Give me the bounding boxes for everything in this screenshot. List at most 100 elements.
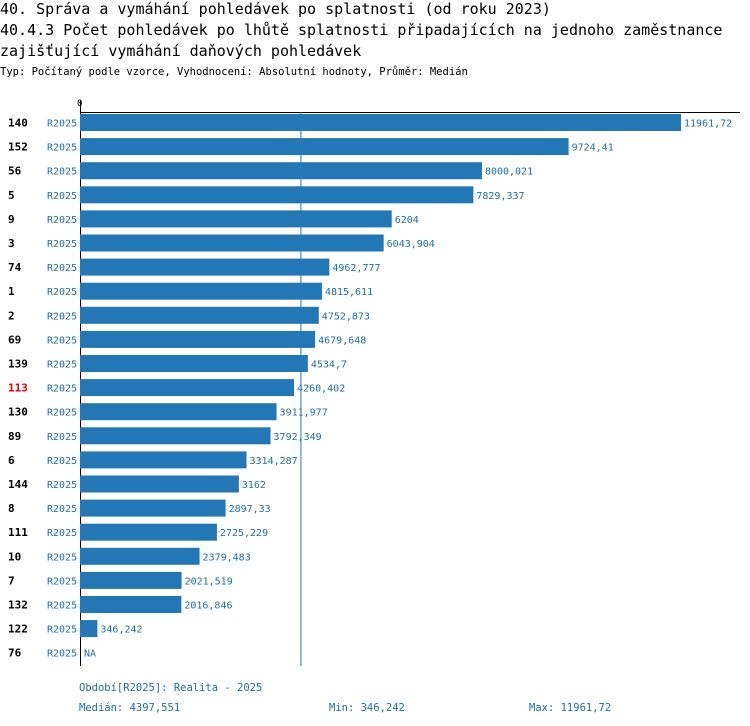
value-label: 3314,287 bbox=[250, 456, 298, 467]
series-label: R2025 bbox=[47, 167, 77, 178]
bar bbox=[80, 114, 681, 131]
value-label: 2021,519 bbox=[185, 576, 233, 587]
row-label: 139 bbox=[8, 358, 28, 371]
series-label: R2025 bbox=[47, 311, 77, 322]
value-label: 2379,483 bbox=[203, 552, 251, 563]
series-label: R2025 bbox=[47, 528, 77, 539]
row-label: 122 bbox=[8, 623, 28, 636]
footer-median: Medián: 4397,551 bbox=[79, 702, 181, 714]
value-label: 3792,349 bbox=[274, 432, 322, 443]
bar bbox=[80, 330, 316, 348]
series-label: R2025 bbox=[47, 649, 77, 660]
bar bbox=[80, 620, 98, 638]
series-label: R2025 bbox=[47, 384, 77, 395]
value-label: 9724,41 bbox=[572, 143, 614, 154]
bar bbox=[80, 258, 330, 276]
row-label: 56 bbox=[8, 165, 22, 178]
bar bbox=[80, 499, 226, 517]
value-label: 4752,873 bbox=[322, 311, 370, 322]
series-label: R2025 bbox=[47, 287, 77, 298]
bar bbox=[80, 596, 182, 613]
value-label: 11961,72 bbox=[684, 119, 732, 130]
row-label: 130 bbox=[8, 406, 28, 419]
value-label: 6204 bbox=[395, 215, 419, 226]
row-label: 6 bbox=[8, 454, 15, 467]
value-label: 2897,33 bbox=[229, 504, 271, 515]
row-label: 76 bbox=[8, 647, 22, 660]
row-label: 7 bbox=[8, 574, 15, 587]
series-label: R2025 bbox=[47, 263, 77, 274]
value-label: 4260,402 bbox=[297, 384, 345, 395]
bar bbox=[80, 210, 392, 228]
value-label: 4679,648 bbox=[318, 335, 366, 346]
bar bbox=[80, 571, 182, 589]
value-label: 4962,777 bbox=[332, 263, 380, 274]
value-label: 7829,337 bbox=[476, 191, 524, 202]
row-label: 89 bbox=[8, 430, 21, 443]
row-label: 113 bbox=[8, 382, 28, 395]
value-label: 3911,977 bbox=[280, 408, 328, 419]
axis-zero-label: 0 bbox=[77, 99, 82, 109]
row-label: 8 bbox=[8, 502, 15, 515]
series-label: R2025 bbox=[47, 408, 77, 419]
series-label: R2025 bbox=[47, 625, 77, 636]
bar bbox=[80, 138, 569, 156]
series-label: R2025 bbox=[47, 191, 77, 202]
value-label: 3162 bbox=[242, 480, 266, 491]
footer-max: Max: 11961,72 bbox=[529, 702, 612, 714]
row-label: 152 bbox=[8, 141, 28, 154]
row-label: 74 bbox=[8, 261, 22, 274]
bar bbox=[80, 379, 295, 397]
series-label: R2025 bbox=[47, 480, 77, 491]
series-label: R2025 bbox=[47, 432, 77, 443]
series-label: R2025 bbox=[47, 360, 77, 371]
row-label: 2 bbox=[8, 309, 15, 322]
value-label: 2725,229 bbox=[220, 528, 268, 539]
chart-title-line-1: 40. Správa a vymáhání pohledávek po spla… bbox=[0, 0, 551, 18]
series-label: R2025 bbox=[47, 239, 77, 250]
row-label: 111 bbox=[8, 526, 28, 539]
row-label: 5 bbox=[8, 189, 15, 202]
bar bbox=[80, 306, 319, 324]
bar bbox=[80, 547, 200, 565]
bar bbox=[80, 162, 482, 180]
bar bbox=[80, 427, 271, 445]
footer-period: Období[R2025]: Realita - 2025 bbox=[79, 682, 263, 694]
bar bbox=[80, 282, 322, 300]
value-label: 8000,021 bbox=[485, 167, 533, 178]
value-label: 2016,846 bbox=[184, 601, 232, 612]
row-label: 9 bbox=[8, 213, 15, 226]
row-label: 132 bbox=[8, 599, 28, 612]
value-label: 6043,904 bbox=[387, 239, 435, 250]
chart-title-line-2: 40.4.3 Počet pohledávek po lhůtě splatno… bbox=[0, 21, 723, 39]
row-label: 69 bbox=[8, 333, 21, 346]
bar bbox=[80, 186, 474, 204]
series-label: R2025 bbox=[47, 215, 77, 226]
series-label: R2025 bbox=[47, 119, 77, 130]
chart-subtitle: Typ: Počítaný podle vzorce, Vyhodnocení:… bbox=[0, 66, 468, 78]
chart-title-line-3: zajišťující vymáhání daňových pohledávek bbox=[0, 42, 362, 60]
value-label: 4534,7 bbox=[311, 360, 347, 371]
row-label: 140 bbox=[8, 117, 28, 130]
row-label: 1 bbox=[8, 285, 15, 298]
value-label: 346,242 bbox=[100, 625, 142, 636]
value-label: 4815,611 bbox=[325, 287, 373, 298]
footer-min: Min: 346,242 bbox=[329, 702, 405, 714]
series-label: R2025 bbox=[47, 456, 77, 467]
bar bbox=[80, 451, 247, 469]
series-label: R2025 bbox=[47, 335, 77, 346]
bar bbox=[80, 475, 239, 493]
row-label: 10 bbox=[8, 550, 21, 563]
series-label: R2025 bbox=[47, 552, 77, 563]
bar bbox=[80, 403, 277, 421]
bar bbox=[80, 523, 217, 541]
series-label: R2025 bbox=[47, 601, 77, 612]
bar bbox=[80, 234, 384, 252]
series-label: R2025 bbox=[47, 504, 77, 515]
bar bbox=[80, 355, 308, 372]
row-label: 3 bbox=[8, 237, 15, 250]
value-label: NA bbox=[84, 649, 96, 660]
row-label: 144 bbox=[8, 478, 28, 491]
